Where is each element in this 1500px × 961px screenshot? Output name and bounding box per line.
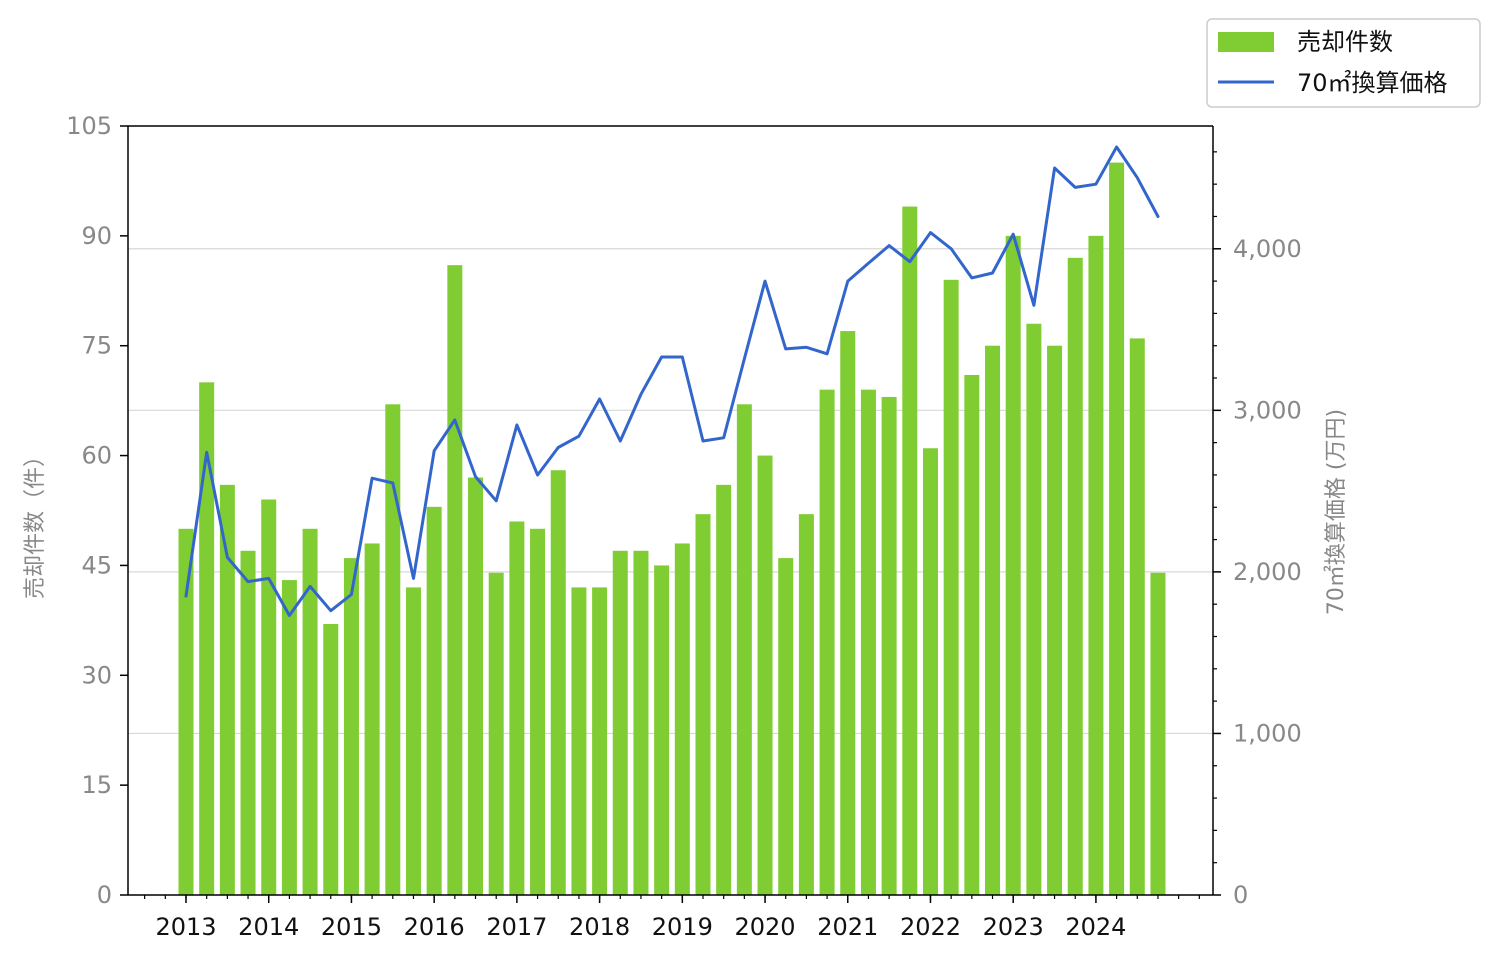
bar [757,455,773,895]
bar [716,484,732,895]
bar [530,528,546,895]
y-tick-label-right: 0 [1233,881,1248,909]
bar [964,375,980,895]
bar [219,484,235,895]
x-tick-label: 2017 [486,913,547,941]
bar [633,550,649,895]
bar [1047,345,1063,895]
bar [1109,162,1125,896]
y-tick-label-left: 90 [81,222,112,250]
y-tick-label-left: 45 [81,551,112,579]
bar [902,206,918,896]
y-tick-label-right: 3,000 [1233,396,1302,424]
bar [881,396,897,895]
bar [488,572,504,895]
bar [1026,323,1042,895]
bar [1088,235,1104,895]
x-tick-label: 2015 [321,913,382,941]
y-axis-left-title: 売却件数（件） [23,445,48,599]
legend-bar-swatch [1218,32,1274,52]
bar [281,580,297,895]
x-tick-label: 2013 [155,913,216,941]
x-tick-label: 2024 [1065,913,1126,941]
bar [385,404,401,895]
bar [199,382,215,895]
legend-bar-label: 売却件数 [1297,28,1393,56]
legend-line-label: 70㎡換算価格 [1297,69,1448,97]
bar [922,448,938,895]
x-tick-label: 2021 [817,913,878,941]
x-tick-label: 2018 [569,913,630,941]
bar [364,543,380,895]
bar [1129,338,1145,895]
bar [778,558,794,895]
bar [736,404,752,895]
y-tick-label-left: 0 [97,881,112,909]
y-tick-label-left: 105 [66,112,112,140]
bar [860,389,876,895]
x-tick-label: 2020 [735,913,796,941]
bar [550,470,566,895]
y-tick-label-left: 60 [81,442,112,470]
bar [798,514,814,895]
bar [674,543,690,895]
x-tick-label: 2022 [900,913,961,941]
y-tick-label-left: 15 [81,771,112,799]
bar [426,506,442,895]
bar [695,514,711,895]
bar [943,279,959,895]
y-axis-right-title: 70㎡換算価格 (万円) [1323,409,1349,615]
bar [261,499,277,895]
x-tick-label: 2016 [404,913,465,941]
bar [571,587,587,895]
bar [654,565,670,895]
bar [1150,572,1166,895]
legend: 売却件数 70㎡換算価格 [1206,18,1481,108]
bar [1067,257,1083,895]
bar-series [178,162,1166,896]
axes: 0 15 30 45 60 75 90 105 0 1,000 2,000 3,000 4,000 201… [66,112,1302,941]
bar [985,345,1001,895]
line-series [184,145,1160,617]
bar [1005,235,1021,895]
price-line [184,145,1160,617]
x-tick-label: 2023 [983,913,1044,941]
y-tick-label-right: 2,000 [1233,558,1302,586]
y-tick-label-left: 75 [81,332,112,360]
y-tick-label-right: 1,000 [1233,719,1302,747]
bar [468,477,484,895]
bar [178,528,194,895]
bar [592,587,608,895]
bar [343,558,359,895]
x-tick-label: 2019 [652,913,713,941]
bar [612,550,628,895]
bar [302,528,318,895]
bar [405,587,421,895]
y-tick-label-right: 4,000 [1233,235,1302,263]
bar [509,521,525,895]
x-tick-label: 2014 [238,913,299,941]
bar [447,265,463,896]
legend-frame [1206,18,1481,108]
bar [240,550,256,895]
y-tick-label-left: 30 [81,661,112,689]
bar [323,624,339,895]
bar [819,389,835,895]
bar [840,331,856,896]
